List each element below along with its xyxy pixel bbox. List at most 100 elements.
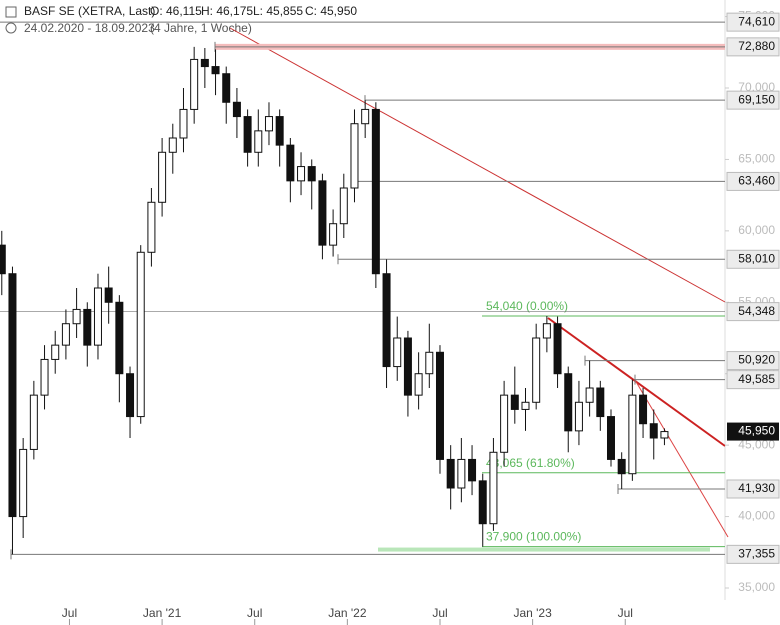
quote-low: L: 45,855 (253, 4, 303, 18)
candle-body (222, 73, 231, 103)
level-label: 49,585 (738, 372, 775, 386)
candle-body (136, 251, 145, 418)
period: (4 Jahre, 1 Woche) (150, 21, 252, 35)
level-label: 69,150 (738, 92, 775, 106)
candle-body (564, 373, 573, 432)
candle-body (457, 458, 466, 489)
y-tick-label: 35,000 (738, 580, 775, 594)
candle-body (329, 223, 338, 246)
level-label: 72,880 (738, 39, 775, 53)
level-box (726, 479, 780, 499)
candle-body (19, 448, 28, 518)
level-label: 74,610 (738, 14, 775, 28)
candle-body (446, 458, 455, 489)
candle-body (243, 116, 252, 153)
candle-body (264, 116, 273, 132)
candle-body (574, 401, 583, 432)
icon (5, 22, 17, 34)
subtitle: 24.02.2020 - 18.09.2023 (24, 21, 155, 35)
x-tick-label: Jul (247, 606, 262, 620)
candle-body (468, 458, 477, 482)
level-box (726, 171, 780, 191)
trendlines (229, 27, 729, 538)
candle-body (168, 137, 177, 153)
x-tick-label: Jul (618, 606, 633, 620)
quote-high: H: 46,175 (201, 4, 253, 18)
candle-body (254, 130, 263, 153)
x-tick-label: Jul (62, 606, 77, 620)
candle-body (232, 101, 241, 118)
y-tick-label: 65,000 (738, 152, 775, 166)
level-label: 54,348 (738, 304, 775, 318)
candle-body (72, 308, 81, 325)
level-box (726, 12, 780, 32)
candle-body (425, 351, 434, 375)
candle-body (200, 58, 209, 68)
candle-body (350, 123, 359, 189)
header: BASF SE (XETRA, Last) O: 46,115 H: 46,17… (5, 4, 357, 35)
x-tick-label: Jan '22 (328, 606, 367, 620)
candle-body (318, 180, 327, 246)
candle-body (40, 358, 49, 396)
candle-body (553, 323, 562, 375)
current-box (727, 422, 779, 441)
level-label: 50,920 (738, 353, 775, 367)
candle-body (179, 108, 188, 139)
candle-body (435, 351, 444, 460)
candle-body (585, 387, 594, 403)
candle-body (617, 458, 626, 475)
fib-label: 37,900 (100.00%) (486, 530, 581, 544)
trendline (229, 27, 726, 303)
candle-body (414, 373, 423, 396)
icon (5, 6, 17, 18)
level-label: 41,930 (738, 481, 775, 495)
quote-open: O: 46,115 (150, 4, 202, 18)
candle-body (403, 337, 412, 396)
candle-body (521, 401, 530, 410)
candle-body (660, 431, 669, 439)
level-box (726, 544, 780, 564)
current-label: 45,950 (738, 424, 775, 438)
candle-body (649, 423, 658, 439)
level-box (726, 302, 780, 322)
x-tick-label: Jul (432, 606, 447, 620)
candle-body (286, 144, 295, 182)
candle-body (339, 187, 348, 225)
candle-body (510, 394, 519, 410)
candle-body (542, 323, 551, 339)
candle-body (393, 337, 402, 368)
candle-body (126, 373, 135, 418)
quote-close: C: 45,950 (305, 4, 357, 18)
level-box (726, 90, 780, 110)
candle-body (628, 394, 637, 475)
level-label: 58,010 (738, 251, 775, 265)
candle-body (307, 166, 316, 182)
candle-body (382, 273, 391, 368)
fib-band (378, 547, 710, 552)
level-box (726, 370, 780, 390)
y-tick-label: 45,000 (738, 437, 775, 451)
candle-body (0, 244, 6, 275)
candle-body (115, 301, 124, 375)
candle-body (639, 394, 648, 425)
candle-body (297, 166, 306, 182)
candle-body (93, 287, 102, 346)
fib-label: 54,040 (0.00%) (486, 299, 568, 313)
candle-body (371, 108, 380, 275)
y-tick-label: 60,000 (738, 223, 775, 237)
candle-body (211, 66, 220, 75)
candle-body (478, 480, 487, 525)
candle-body (104, 287, 113, 303)
x-tick-label: Jan '21 (143, 606, 182, 620)
candle-body (532, 337, 541, 403)
candle-body (83, 308, 92, 346)
chart-title: BASF SE (XETRA, Last) (24, 4, 155, 18)
level-box (726, 37, 780, 57)
candle-body (51, 344, 60, 360)
candles (0, 46, 669, 555)
candle-body (8, 273, 17, 518)
level-box (726, 351, 780, 371)
candle-body (158, 151, 167, 203)
level-label: 63,460 (738, 174, 775, 188)
